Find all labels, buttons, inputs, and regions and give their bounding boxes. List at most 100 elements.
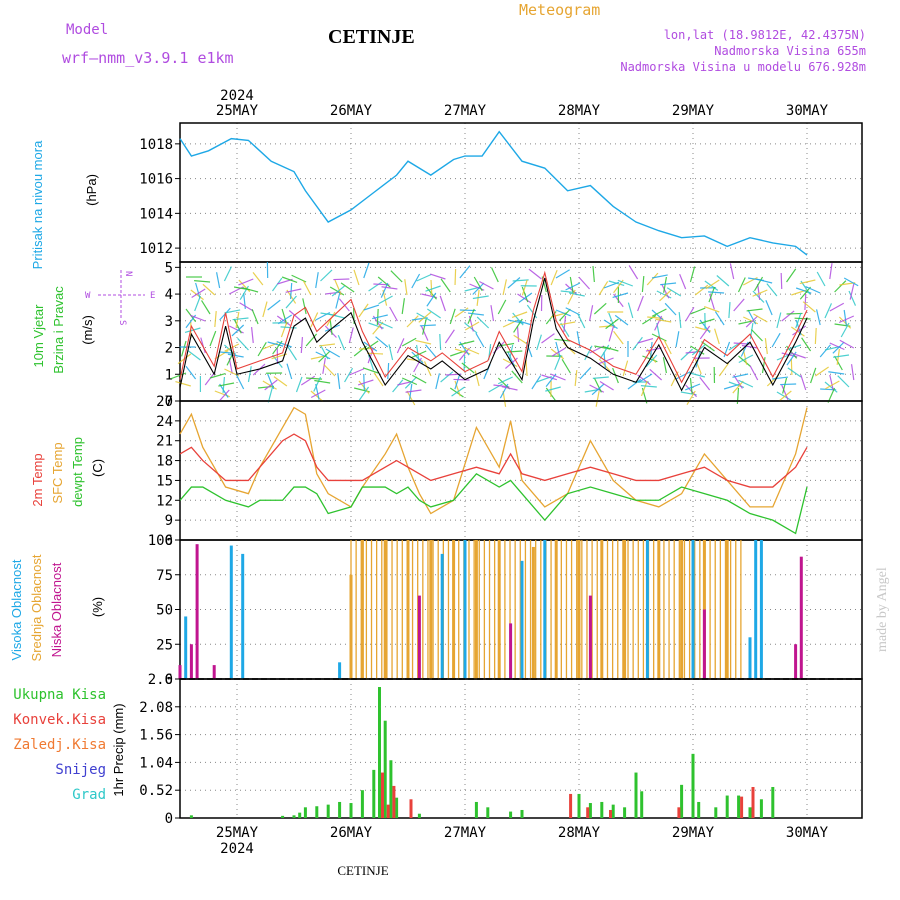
wind-barb [593, 377, 602, 393]
wind-barb [337, 373, 341, 390]
cloud-bar [189, 644, 193, 679]
wind-barb [474, 370, 480, 387]
cloud-bar [657, 540, 661, 679]
precip-bar [586, 807, 590, 818]
precip-bar [386, 804, 390, 818]
wind-barb [838, 315, 855, 324]
wind-barb [550, 348, 565, 360]
wind-barb [622, 360, 629, 377]
wind-barb [608, 280, 625, 286]
wind-barb [598, 281, 609, 296]
wind-unit: (m/s) [80, 315, 95, 345]
wind-barb [377, 320, 393, 329]
wind-barb [752, 289, 768, 297]
precip-bar [737, 795, 741, 818]
pressure-ytick-label: 1016 [139, 172, 173, 188]
wind-barb [239, 302, 254, 312]
wind-barb [349, 368, 365, 376]
wind-barb [518, 292, 533, 303]
wind-barb [267, 341, 284, 347]
wind-barb [363, 373, 365, 391]
wind-barb [545, 386, 561, 392]
wind-barb [819, 344, 831, 358]
precip-ytick-label: 0 [165, 811, 173, 827]
wind-barb [848, 290, 857, 306]
wind-barb [589, 384, 605, 393]
precip-ytick-label: 0.52 [139, 783, 173, 799]
wind-barb [765, 300, 773, 316]
wind-barb [528, 268, 542, 280]
bottom-day-label: 25MAY [216, 825, 259, 841]
wind-barb [645, 347, 662, 352]
wind-barb [824, 381, 838, 393]
wind-barb [473, 276, 483, 292]
wind-panel: 0 1 2 3 4 5 [165, 260, 863, 410]
cloud-bar [440, 553, 444, 679]
top-day-label: 28MAY [558, 103, 601, 119]
wind-barb [814, 327, 817, 345]
wind-barb [467, 312, 484, 316]
wind-barb [310, 312, 319, 328]
dew-ylabel: dewpt Temp [70, 437, 85, 507]
cloud-bar [531, 546, 535, 679]
wind-barb [310, 389, 326, 399]
wind-barb [363, 262, 370, 279]
temp2m-ylabel: 2m Temp [30, 453, 45, 506]
bottom-date-axis: 25MAY 26MAY 27MAY 28MAY 29MAY 30MAY [216, 825, 829, 841]
wind-barb [632, 336, 643, 351]
wind-barb [792, 325, 807, 336]
temp-ytick-label: 6 [165, 533, 173, 549]
wind-barb [187, 349, 201, 361]
wind-barb [430, 279, 433, 297]
wind-barb [406, 315, 419, 328]
wind-barb [467, 308, 475, 324]
wind-barb [732, 380, 744, 394]
wind-barb [490, 305, 495, 322]
wind-barb [501, 386, 518, 391]
wind-barb [558, 308, 571, 322]
wind-barb [714, 311, 725, 326]
wind-barb [335, 292, 341, 309]
wind-barb [541, 374, 557, 381]
compass-e: E [150, 291, 155, 301]
wind-barb [337, 335, 346, 351]
wind-barb [698, 318, 715, 325]
wind-barb [288, 310, 302, 322]
wind-barb [827, 387, 836, 403]
wind-barb [285, 288, 302, 293]
cloud-bar [577, 540, 581, 679]
legend-snow: Snijeg [55, 762, 106, 778]
wind-barb [637, 338, 654, 344]
wind-barb [334, 279, 342, 295]
cloud-bar [702, 609, 706, 679]
wind-barb [516, 319, 533, 326]
wind-barb [640, 380, 648, 397]
wind-barb [837, 375, 850, 388]
wind-barb [190, 314, 206, 322]
wind-barb [190, 289, 204, 301]
wind-barb [302, 298, 307, 315]
wind-barb [588, 305, 594, 322]
wind-barb [319, 344, 329, 360]
temp-ytick-label: 27 [156, 394, 173, 410]
wind-barb [641, 276, 645, 293]
wind-barb [591, 383, 605, 396]
wind-barb [497, 376, 513, 385]
precip-bar [697, 801, 701, 818]
wind-barb [340, 282, 355, 293]
wind-barb [684, 383, 701, 391]
wind-barb [310, 390, 324, 402]
wind-barb [490, 267, 499, 283]
wind-barb [271, 277, 283, 292]
compass-s: S [117, 320, 127, 325]
wind-barb [320, 269, 333, 282]
precip-bar [634, 772, 638, 818]
wind-barb [344, 367, 354, 383]
wind-barb [267, 386, 274, 403]
precip-ylabel: 1hr Precip (mm) [111, 703, 126, 796]
cloud-bar [543, 540, 547, 679]
legend-total: Ukupna Kisa [13, 687, 106, 703]
wind-barb [313, 376, 322, 392]
wind-barb [729, 263, 735, 280]
wind-barb [824, 303, 833, 319]
